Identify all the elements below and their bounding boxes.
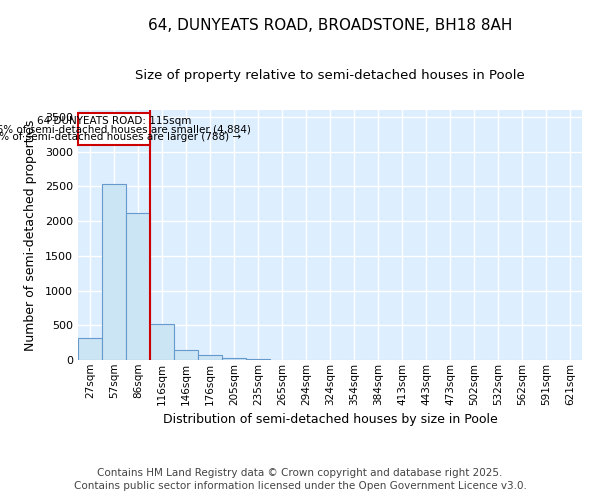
Bar <box>174 350 198 360</box>
Bar <box>222 358 246 360</box>
Bar <box>150 324 174 360</box>
FancyBboxPatch shape <box>78 113 150 146</box>
Bar <box>78 338 102 360</box>
Text: 14% of semi-detached houses are larger (788) →: 14% of semi-detached houses are larger (… <box>0 132 242 142</box>
Text: 64, DUNYEATS ROAD, BROADSTONE, BH18 8AH: 64, DUNYEATS ROAD, BROADSTONE, BH18 8AH <box>148 18 512 32</box>
Bar <box>198 356 222 360</box>
Title: Size of property relative to semi-detached houses in Poole: Size of property relative to semi-detach… <box>135 70 525 82</box>
Text: ← 86% of semi-detached houses are smaller (4,884): ← 86% of semi-detached houses are smalle… <box>0 124 250 134</box>
Bar <box>126 214 150 360</box>
Bar <box>246 358 270 360</box>
Text: Contains public sector information licensed under the Open Government Licence v3: Contains public sector information licen… <box>74 481 526 491</box>
X-axis label: Distribution of semi-detached houses by size in Poole: Distribution of semi-detached houses by … <box>163 413 497 426</box>
Text: Contains HM Land Registry data © Crown copyright and database right 2025.: Contains HM Land Registry data © Crown c… <box>97 468 503 477</box>
Y-axis label: Number of semi-detached properties: Number of semi-detached properties <box>23 120 37 350</box>
Text: 64 DUNYEATS ROAD: 115sqm: 64 DUNYEATS ROAD: 115sqm <box>37 116 191 126</box>
Bar <box>102 184 126 360</box>
